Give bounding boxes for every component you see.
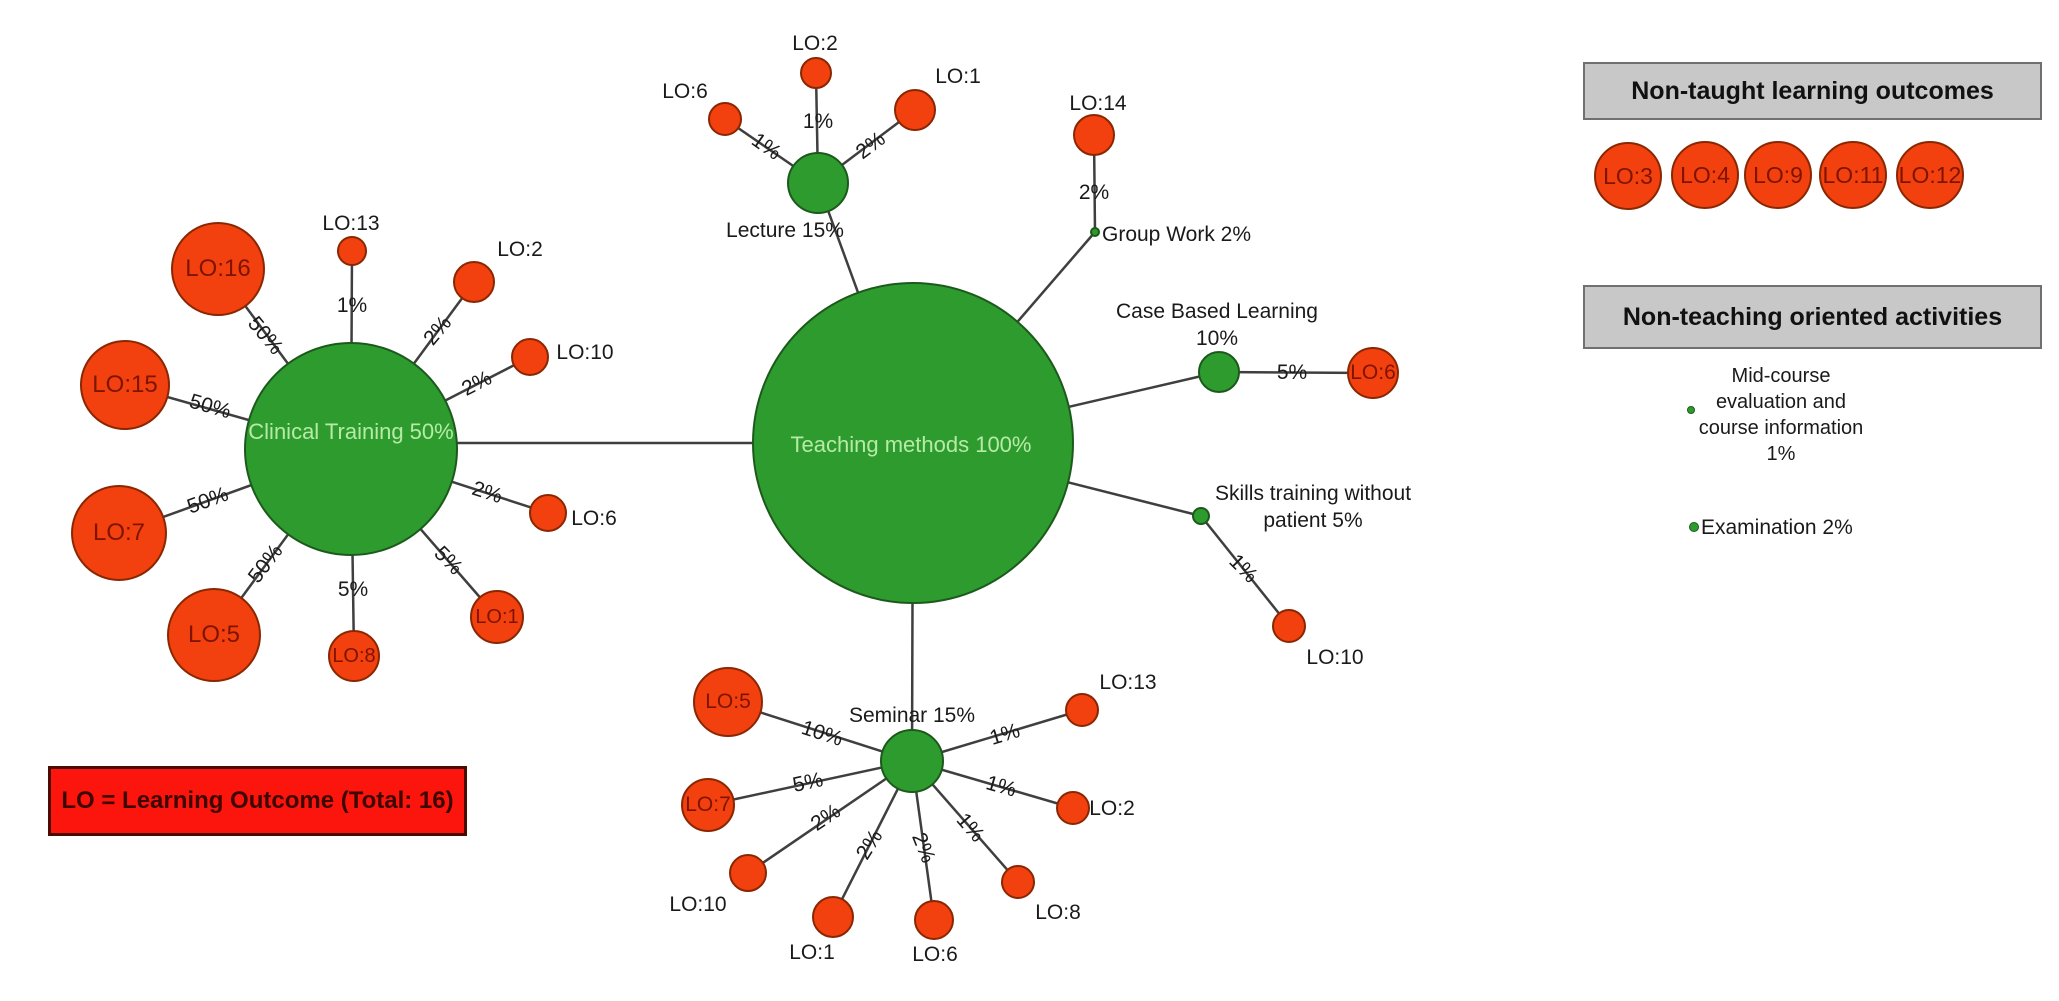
node-nontaught-lo12: LO:12 [1896, 141, 1964, 209]
node-clinical-lo8: LO:8 [328, 630, 380, 682]
pct-groupwork-lo14: 2% [1078, 181, 1110, 204]
node-clinical-training [244, 342, 458, 556]
node-seminar-lo5: LO:5 [693, 667, 763, 737]
legend-box: LO = Learning Outcome (Total: 16) [48, 766, 467, 836]
group-work-label: Group Work 2% [1102, 223, 1251, 246]
node-lecture-lo6 [708, 102, 742, 136]
node-nontaught-lo3: LO:3 [1594, 142, 1662, 210]
pct-clinical-lo8: 5% [337, 578, 369, 601]
non-teaching-header: Non-teaching oriented activities [1583, 285, 2042, 349]
skills-label-line1: Skills training without [1214, 482, 1412, 505]
midcourse-line2: evaluation and [1715, 391, 1847, 413]
skills-label-line2: patient 5% [1263, 509, 1363, 532]
node-nontaught-lo4: LO:4 [1671, 141, 1739, 209]
node-groupwork-lo14 [1073, 114, 1115, 156]
case-based-label-line2: 10% [1195, 327, 1239, 350]
node-skills-training [1192, 507, 1210, 525]
node-lecture-lo2 [800, 57, 832, 89]
node-lecture [787, 152, 849, 214]
node-seminar-lo8 [1001, 865, 1035, 899]
seminar-lo2-label: LO:2 [1089, 797, 1135, 820]
midcourse-dot [1687, 406, 1695, 414]
midcourse-label: Mid-course evaluation and course informa… [1699, 363, 1864, 467]
edge-skills-lo10 [1200, 515, 1290, 627]
midcourse-line4: 1% [1766, 443, 1796, 465]
lecture-lo6-label: LO:6 [662, 80, 708, 103]
node-clinical-lo7: LO:7 [71, 485, 167, 581]
node-clinical-lo13 [337, 236, 367, 266]
node-seminar-lo2 [1056, 791, 1090, 825]
node-clinical-lo5: LO:5 [167, 588, 261, 682]
node-case-based-learning [1198, 351, 1240, 393]
seminar-lo13-label: LO:13 [1099, 671, 1157, 694]
node-clinical-lo6 [529, 494, 567, 532]
node-seminar-lo1 [812, 896, 854, 938]
clinical-lo2-label: LO:2 [497, 238, 543, 261]
pct-clinical-lo13: 1% [336, 294, 368, 317]
lecture-label: Lecture 15% [726, 219, 844, 242]
node-seminar-lo6 [914, 900, 954, 940]
node-skills-lo10 [1272, 609, 1306, 643]
lecture-lo2-label: LO:2 [792, 32, 838, 55]
seminar-lo8-label: LO:8 [1035, 901, 1081, 924]
teaching-methods-label-line1: Teaching methods [790, 432, 970, 457]
node-group-work [1090, 227, 1100, 237]
groupwork-lo14-label: LO:14 [1069, 92, 1127, 115]
seminar-lo6-label: LO:6 [912, 943, 958, 966]
teaching-methods-label: Teaching methods 100% [791, 432, 1032, 458]
clinical-lo13-label: LO:13 [322, 212, 380, 235]
clinical-training-label: Clinical Training 50% [248, 419, 454, 444]
seminar-lo1-label: LO:1 [789, 941, 835, 964]
skills-training-label: Skills training without patient 5% [1215, 480, 1411, 534]
seminar-lo10-label: LO:10 [669, 893, 727, 916]
node-seminar [880, 729, 944, 793]
skills-lo10-label: LO:10 [1306, 646, 1364, 669]
node-clinical-lo16: LO:16 [171, 222, 265, 316]
examination-label: Examination 2% [1701, 516, 1853, 539]
node-clinical-lo1: LO:1 [470, 590, 524, 644]
edge-seminar-lo7 [707, 759, 913, 807]
midcourse-line3: course information [1698, 417, 1864, 439]
node-nontaught-lo9: LO:9 [1744, 141, 1812, 209]
midcourse-line1: Mid-course [1731, 365, 1831, 387]
teaching-methods-label-line2: 100% [975, 432, 1032, 457]
lecture-lo1-label: LO:1 [935, 65, 981, 88]
node-lecture-lo1 [894, 89, 936, 131]
node-clinical-lo2 [453, 261, 495, 303]
pct-casebased-lo6: 5% [1276, 361, 1308, 384]
pct-lecture-lo2: 1% [802, 110, 834, 133]
node-teaching-methods [752, 282, 1074, 604]
non-taught-header: Non-taught learning outcomes [1583, 62, 2042, 120]
examination-dot [1689, 522, 1699, 532]
edge-seminar-lo10 [747, 759, 913, 875]
node-nontaught-lo11: LO:11 [1819, 141, 1887, 209]
clinical-lo6-label: LO:6 [571, 507, 617, 530]
case-based-label-line1: Case Based Learning [1116, 300, 1318, 323]
node-seminar-lo10 [729, 854, 767, 892]
node-casebased-lo6: LO:6 [1347, 347, 1399, 399]
case-based-learning-label: Case Based Learning 10% [1116, 298, 1318, 352]
clinical-lo10-label: LO:10 [556, 341, 614, 364]
node-seminar-lo7: LO:7 [681, 778, 735, 832]
node-clinical-lo10 [511, 338, 549, 376]
node-clinical-lo15: LO:15 [80, 340, 170, 430]
node-seminar-lo13 [1065, 693, 1099, 727]
seminar-label: Seminar 15% [848, 704, 976, 727]
